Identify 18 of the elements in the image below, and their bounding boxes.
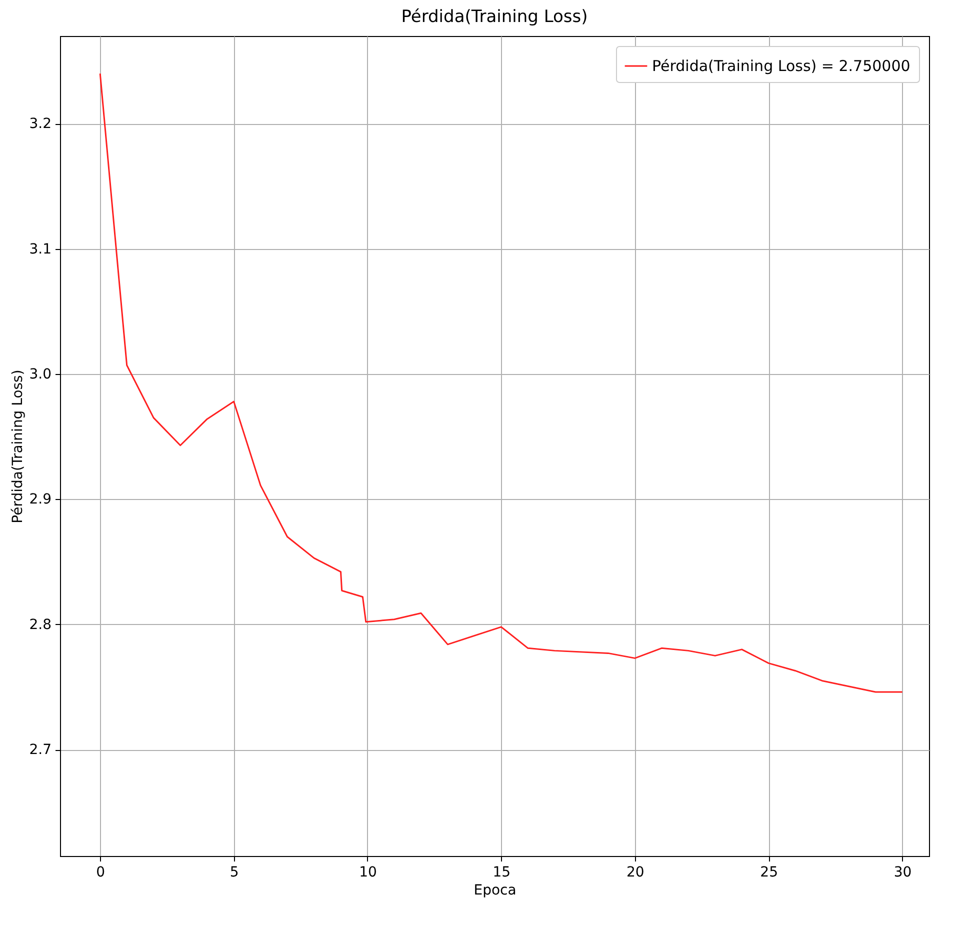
y-tick-label: 3.2 xyxy=(29,116,52,132)
y-tick-label: 2.7 xyxy=(29,742,52,758)
x-tick-label: 5 xyxy=(230,864,239,880)
y-tick-label: 2.8 xyxy=(29,616,52,633)
y-tick-label: 3.0 xyxy=(29,366,52,383)
x-tick-label: 20 xyxy=(626,864,644,880)
x-tick-label: 10 xyxy=(359,864,377,880)
chart-title: Pérdida(Training Loss) xyxy=(401,7,588,27)
x-axis-title: Epoca xyxy=(474,882,516,898)
line-series xyxy=(99,72,904,693)
y-axis-title: Pérdida(Training Loss) xyxy=(10,370,26,524)
y-tick-label: 3.1 xyxy=(29,241,52,258)
x-tick-label: 30 xyxy=(894,864,912,880)
legend-label: Pérdida(Training Loss) = 2.750000 xyxy=(652,57,910,75)
y-tick-label: 2.9 xyxy=(29,492,52,508)
x-tick-label: 15 xyxy=(492,864,511,880)
x-tick-label: 25 xyxy=(760,864,778,880)
x-tick-label: 0 xyxy=(96,864,106,880)
